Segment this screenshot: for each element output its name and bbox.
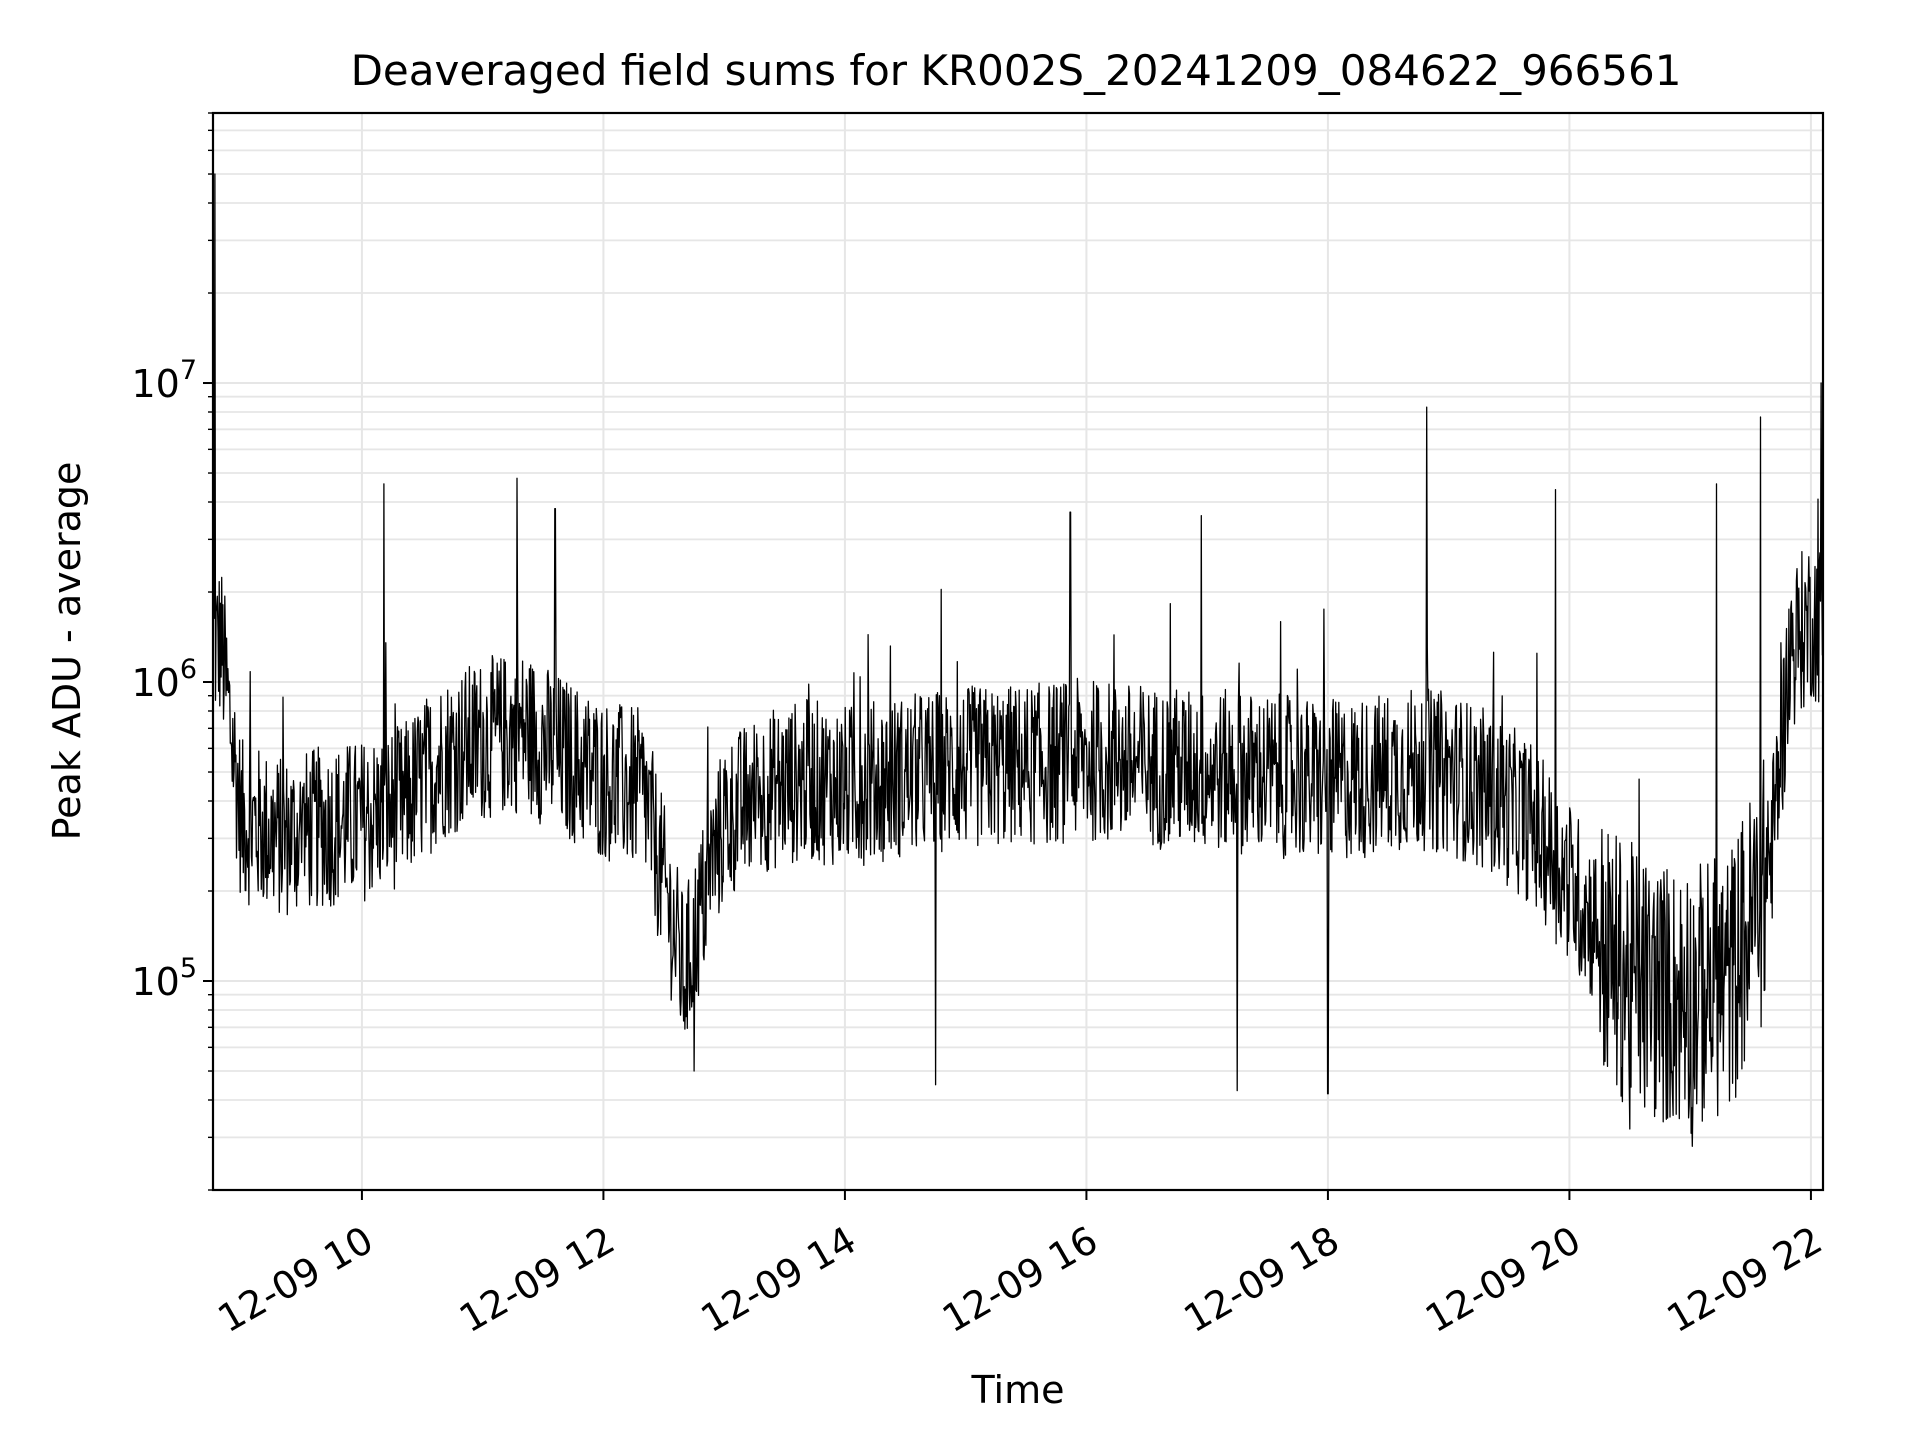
y-tick-label: 105 xyxy=(131,953,197,1004)
x-axis-label: Time xyxy=(971,1368,1065,1412)
y-tick-base: 10 xyxy=(131,960,179,1004)
y-tick-exponent: 7 xyxy=(180,355,197,386)
y-tick-label: 107 xyxy=(131,355,197,406)
chart-title: Deaveraged field sums for KR002S_2024120… xyxy=(351,46,1682,95)
y-tick-base: 10 xyxy=(131,362,179,406)
y-tick-base: 10 xyxy=(131,661,179,705)
series-line xyxy=(212,173,1824,1147)
y-tick-exponent: 6 xyxy=(180,654,197,685)
y-tick-exponent: 5 xyxy=(180,953,197,984)
plot-frame xyxy=(211,111,1825,1192)
y-axis-label: Peak ADU - average xyxy=(45,462,89,841)
data-line xyxy=(212,173,1824,1147)
y-tick-label: 106 xyxy=(131,654,197,705)
